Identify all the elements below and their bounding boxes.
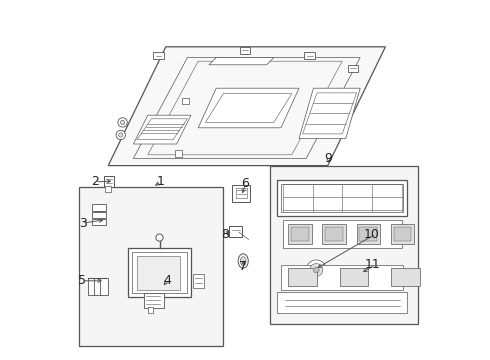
Circle shape [310, 264, 323, 276]
Polygon shape [209, 58, 274, 65]
Polygon shape [133, 115, 191, 144]
Bar [270, 166, 418, 324]
Text: 4: 4 [163, 274, 171, 287]
Bar [291, 227, 309, 241]
Bar [229, 226, 243, 237]
Bar [283, 220, 402, 248]
Text: 5: 5 [78, 274, 86, 287]
Bar [240, 47, 250, 54]
Bar [79, 187, 223, 346]
Circle shape [119, 133, 123, 137]
Bar [193, 274, 204, 288]
Text: 10: 10 [364, 228, 380, 240]
Polygon shape [198, 88, 299, 128]
Bar [92, 212, 106, 218]
Bar [340, 268, 368, 286]
Bar [236, 188, 247, 198]
Text: 1: 1 [157, 175, 165, 188]
Bar [281, 184, 403, 212]
Bar [137, 256, 180, 290]
Ellipse shape [240, 257, 246, 265]
Circle shape [156, 234, 163, 241]
Bar [132, 252, 187, 293]
Bar [347, 65, 358, 72]
Circle shape [116, 130, 125, 140]
Bar [322, 224, 346, 244]
Bar [128, 248, 191, 297]
Bar [175, 150, 182, 157]
Circle shape [314, 267, 319, 273]
Text: 6: 6 [242, 177, 249, 190]
Text: 3: 3 [79, 217, 87, 230]
Bar [100, 278, 108, 295]
Bar [277, 180, 407, 216]
Bar [357, 224, 380, 244]
Bar [92, 204, 106, 211]
Text: 7: 7 [239, 260, 247, 273]
Polygon shape [299, 88, 360, 139]
Circle shape [121, 120, 125, 125]
Bar [105, 186, 111, 192]
Bar [153, 52, 164, 59]
Text: 8: 8 [221, 228, 229, 240]
Bar [391, 268, 419, 286]
Bar [182, 98, 189, 104]
Bar [277, 292, 407, 313]
Bar [148, 307, 153, 313]
Bar [94, 278, 102, 295]
Text: 2: 2 [91, 175, 99, 188]
Bar [232, 185, 250, 202]
Bar [88, 278, 97, 295]
Circle shape [306, 260, 326, 280]
Bar [391, 224, 414, 244]
Text: 11: 11 [364, 258, 380, 271]
Polygon shape [108, 47, 386, 166]
Bar [325, 227, 343, 241]
Bar [288, 268, 317, 286]
Ellipse shape [238, 254, 248, 268]
Bar [281, 265, 403, 290]
Bar [144, 293, 164, 308]
Bar [104, 176, 114, 187]
Bar [360, 227, 377, 241]
Bar [393, 227, 411, 241]
Bar [92, 219, 106, 225]
Circle shape [118, 118, 127, 127]
Text: 9: 9 [324, 152, 332, 165]
Bar [288, 224, 312, 244]
Bar [304, 52, 315, 59]
